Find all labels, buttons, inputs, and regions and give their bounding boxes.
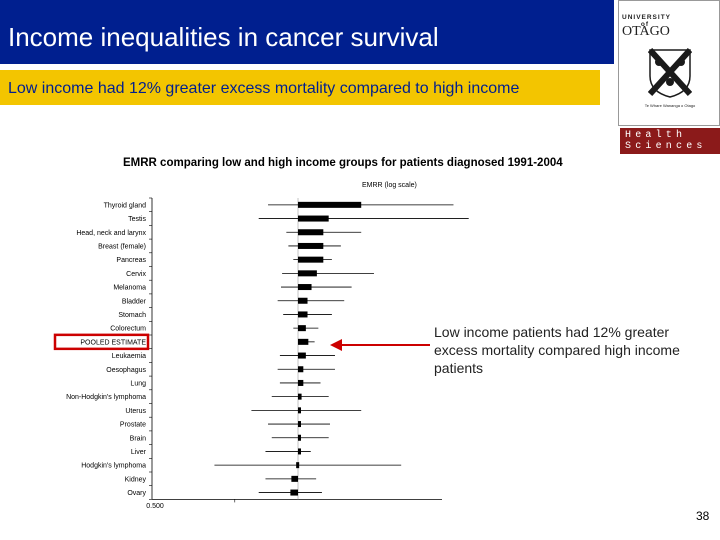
estimate-bar bbox=[298, 366, 304, 373]
category-label: Uterus bbox=[125, 408, 146, 415]
x-tick-label: 0.500 bbox=[146, 503, 164, 510]
category-label: Brain bbox=[130, 435, 146, 442]
category-label: Liver bbox=[131, 449, 147, 456]
category-label: Melanoma bbox=[113, 285, 146, 292]
category-label: Non-Hodgkin's lymphoma bbox=[66, 394, 146, 401]
category-label: Testis bbox=[128, 216, 146, 223]
estimate-bar bbox=[298, 297, 308, 304]
category-label: Thyroid gland bbox=[104, 202, 147, 209]
title-bar bbox=[0, 0, 614, 64]
category-label: Head, neck and larynx bbox=[76, 230, 146, 237]
estimate-bar bbox=[298, 311, 308, 318]
estimate-bar bbox=[298, 393, 302, 400]
estimate-bar bbox=[298, 407, 301, 414]
estimate-bar bbox=[298, 229, 324, 236]
crest-icon bbox=[648, 48, 692, 98]
estimate-bar bbox=[291, 475, 298, 482]
category-label: Breast (female) bbox=[98, 243, 146, 250]
category-label: Ovary bbox=[127, 490, 146, 497]
slide-subtitle: Low income had 12% greater excess mortal… bbox=[8, 80, 520, 97]
category-label: Bladder bbox=[122, 298, 147, 305]
category-label: Hodgkin's lymphoma bbox=[81, 463, 146, 470]
estimate-bar bbox=[298, 352, 306, 359]
estimate-bar bbox=[298, 242, 324, 249]
estimate-bar bbox=[290, 489, 298, 496]
estimate-bar bbox=[298, 270, 317, 277]
estimate-bar bbox=[298, 256, 324, 263]
logo-otago-text: OTAGO bbox=[622, 24, 670, 39]
category-label: Prostate bbox=[120, 422, 146, 429]
estimate-bar bbox=[298, 284, 312, 291]
health-sciences-banner bbox=[620, 128, 720, 154]
estimate-bar bbox=[298, 434, 301, 441]
category-label: Leukaemia bbox=[112, 353, 146, 360]
estimate-bar bbox=[298, 448, 301, 455]
logo-motto: Te Whare Wananga o Otago bbox=[644, 103, 696, 108]
estimate-bar bbox=[296, 462, 300, 469]
page-number: 38 bbox=[696, 509, 710, 523]
category-label: POOLED ESTIMATE bbox=[80, 339, 146, 346]
category-label: Stomach bbox=[118, 312, 146, 319]
subtitle-bar bbox=[0, 70, 600, 105]
category-label: Cervix bbox=[126, 271, 146, 278]
estimate-bar bbox=[298, 325, 306, 332]
category-label: Colorectum bbox=[110, 326, 146, 333]
chart-title: EMRR comparing low and high income group… bbox=[123, 157, 563, 169]
slide-title: Income inequalities in cancer survival bbox=[8, 22, 439, 52]
logo-university-text: UNIVERSITY of bbox=[622, 14, 671, 28]
sciences-label: Sciences bbox=[625, 141, 707, 152]
category-label: Kidney bbox=[125, 476, 147, 483]
category-label: Oesophagus bbox=[106, 367, 146, 374]
forest-plot: 0.500 Thyroid gland Testis Head, neck and l… bbox=[53, 197, 469, 510]
annotation-text: Low income patients had 12% greater exce… bbox=[434, 324, 680, 376]
estimate-bar bbox=[298, 421, 301, 428]
x-axis-label: EMRR (log scale) bbox=[362, 182, 417, 189]
highlight-box bbox=[53, 333, 150, 351]
estimate-bar bbox=[298, 338, 309, 345]
estimate-bar bbox=[298, 201, 362, 208]
estimate-bar bbox=[298, 215, 329, 222]
estimate-bar bbox=[298, 379, 304, 386]
health-label: Health bbox=[625, 130, 687, 141]
category-label: Pancreas bbox=[116, 257, 146, 264]
category-label: Lung bbox=[130, 380, 146, 387]
